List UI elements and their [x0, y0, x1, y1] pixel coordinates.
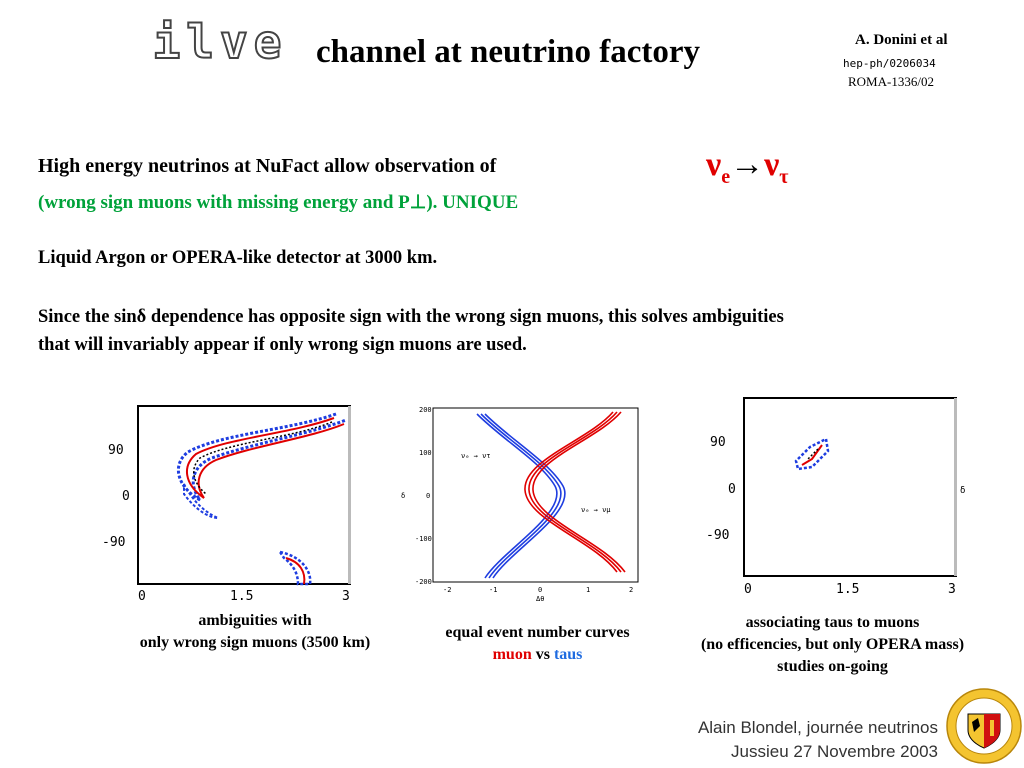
contour-blue	[794, 437, 830, 471]
contour-small-blue	[277, 550, 312, 586]
contour-black	[193, 421, 333, 495]
caption-associating: associating taus to muons (no efficencie…	[655, 612, 1010, 678]
key-icon	[990, 720, 994, 736]
eagle-icon	[972, 718, 980, 732]
x-tick: -2	[443, 586, 451, 594]
y-tick: 90	[710, 435, 726, 450]
x-tick: 2	[629, 586, 633, 594]
y-tick: 0	[122, 489, 130, 504]
silver-word: Silver	[152, 15, 288, 69]
footer: Alain Blondel, journée neutrinos Jussieu…	[698, 716, 938, 764]
y-axis-label: δ	[960, 486, 965, 496]
caption-line: ambiguities with	[198, 612, 312, 629]
x-axis-label: Δθ	[536, 595, 544, 603]
caption-muon: muon	[492, 646, 532, 663]
contour-blue	[177, 412, 347, 502]
contour-tail	[183, 483, 219, 519]
x-tick: 3	[342, 589, 350, 604]
x-tick: 0	[138, 589, 146, 604]
y-tick: 0	[426, 492, 430, 500]
y-tick: 200	[419, 406, 432, 414]
caption-equal-event: equal event number curves muon vs taus	[395, 622, 680, 666]
slide-title: channel at neutrino factory	[316, 34, 701, 70]
silver-word-art: Silver	[152, 14, 288, 70]
x-tick: 1.5	[836, 582, 859, 597]
x-tick: 1	[586, 586, 590, 594]
caption-line: only wrong sign muons (3500 km)	[139, 634, 371, 651]
plot-frame	[432, 407, 639, 583]
plot-frame	[743, 397, 957, 577]
figure-tau-muon: 90 0 -90 0 1.5 3 δ	[706, 397, 965, 597]
x-tick: 0	[538, 586, 542, 594]
contour-red	[186, 417, 345, 499]
footer-line-2: Jussieu 27 Novembre 2003	[731, 742, 938, 761]
label-tau-curve: νₑ → ντ	[461, 452, 491, 460]
contour-small-red	[285, 557, 306, 585]
figure-equal-event-curves: 200 100 0 -100 -200 -2 -1 0 1 2 δ Δθ νₑ …	[401, 406, 639, 603]
paragraph-sin-delta: Since the sinδ dependence has opposite s…	[38, 303, 784, 359]
plot-edge	[348, 406, 351, 584]
hep-ph-reference: hep-ph/0206034	[843, 57, 936, 70]
nu-e-to-nu-tau-formula: νe→ντ	[706, 146, 789, 188]
label-mu-curve: νₑ → νμ	[581, 506, 611, 514]
red-curve-group	[524, 411, 626, 573]
contour-red	[801, 444, 823, 466]
plot-edge	[954, 398, 957, 576]
y-tick: 90	[108, 443, 124, 458]
y-axis-label: δ	[401, 492, 405, 500]
y-tick: -100	[415, 535, 432, 543]
y-tick: -200	[415, 578, 432, 586]
caption-line: (no efficencies, but only OPERA mass)	[700, 636, 965, 653]
caption-vs: vs	[535, 646, 550, 663]
caption-line-colored: muon vs taus	[395, 644, 680, 666]
figure-ambiguities: 90 0 -90 0 1.5 3	[102, 405, 351, 604]
paragraph-line-2: that will invariably appear if only wron…	[38, 335, 527, 355]
paragraph-detector: Liquid Argon or OPERA-like detector at 3…	[38, 248, 438, 268]
caption-line: studies on-going	[777, 658, 888, 675]
x-tick: 1.5	[230, 589, 253, 604]
caption-line: associating taus to muons	[745, 614, 920, 631]
university-seal-logo	[946, 688, 1022, 764]
authors: A. Donini et al	[855, 32, 948, 48]
footer-line-1: Alain Blondel, journée neutrinos	[697, 718, 938, 737]
y-tick: -90	[706, 528, 729, 543]
paragraph-wrong-sign: (wrong sign muons with missing energy an…	[38, 192, 519, 213]
plot-frame	[137, 405, 351, 585]
caption-ambiguities: ambiguities with only wrong sign muons (…	[70, 610, 440, 654]
blue-curve-group	[476, 413, 566, 579]
paragraph-nufact: High energy neutrinos at NuFact allow ob…	[38, 155, 497, 177]
y-tick: -90	[102, 535, 125, 550]
x-tick: -1	[489, 586, 497, 594]
caption-taus: taus	[553, 646, 583, 663]
x-tick: 3	[948, 582, 956, 597]
x-tick: 0	[744, 582, 752, 597]
paragraph-line-1: Since the sinδ dependence has opposite s…	[38, 307, 784, 327]
y-tick: 100	[419, 449, 432, 457]
y-tick: 0	[728, 482, 736, 497]
caption-line: equal event number curves	[445, 624, 630, 641]
roma-reference: ROMA-1336/02	[848, 74, 934, 89]
